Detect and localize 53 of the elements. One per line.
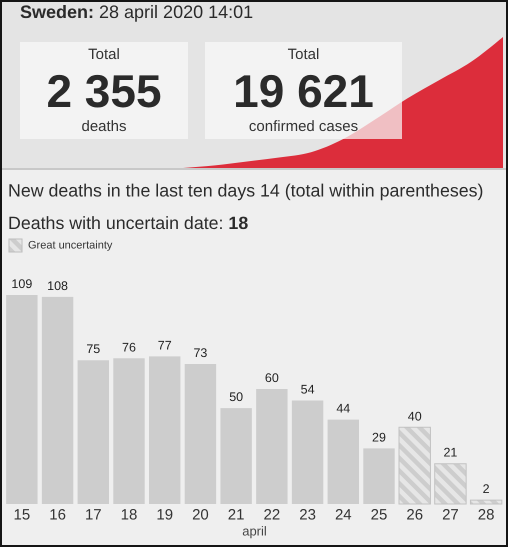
x-tick-label: 28 [478, 506, 494, 524]
annotation: confirmed cases [248, 118, 358, 135]
x-tick-label: 26 [406, 506, 424, 524]
text: Sweden: 28 april 2020 14:01 [20, 2, 254, 22]
data-label: 50 [229, 390, 244, 404]
bar [78, 360, 109, 504]
legend-label: Great uncertainty [28, 240, 113, 252]
annotation: Total [288, 46, 320, 63]
text: Total [88, 46, 120, 63]
bar [363, 448, 395, 504]
data-label: 2 [482, 482, 490, 496]
x-tick-label: 23 [299, 506, 316, 524]
x-tick-label: 25 [370, 506, 388, 524]
x-tick-label: 21 [228, 506, 244, 524]
data-label: 44 [336, 402, 350, 416]
bar [398, 426, 431, 504]
data-label: 77 [158, 338, 172, 352]
x-tick-label: 16 [49, 506, 66, 524]
x-axis-title: april [242, 524, 267, 538]
chart-title: New deaths in the last ten days 14 (total within parentheses) [8, 180, 484, 200]
bar [42, 296, 74, 504]
bar [149, 356, 180, 504]
data-label: 108 [47, 278, 68, 293]
x-tick-label: 27 [442, 506, 459, 524]
x-tick-label: 18 [120, 506, 138, 524]
x-tick-label: 19 [156, 506, 174, 524]
data-label: 73 [193, 346, 208, 360]
x-tick-label: 20 [192, 506, 209, 524]
bar [470, 500, 502, 504]
bar [184, 364, 216, 504]
x-tick-label: 24 [334, 506, 352, 524]
data-label: 40 [408, 409, 422, 424]
bar [220, 408, 252, 504]
bar [292, 400, 324, 504]
text: 2 355 [46, 65, 162, 117]
data-label: 21 [443, 446, 458, 460]
annotation: 19 621 [233, 65, 374, 117]
data-label: 76 [122, 340, 136, 354]
x-tick-label: 17 [84, 506, 102, 524]
bar [113, 358, 145, 504]
bar [6, 295, 38, 504]
data-label: 75 [86, 342, 100, 356]
bar [328, 420, 359, 504]
bar [434, 463, 467, 504]
data-label: 109 [11, 277, 32, 291]
chart-subtitle: Deaths with uncertain date: 18 [8, 213, 248, 234]
x-tick-label: 15 [14, 506, 30, 524]
x-tick-label: 22 [264, 506, 280, 524]
text: deaths [81, 118, 127, 135]
bar [256, 388, 288, 504]
data-label: 60 [264, 370, 279, 385]
data-label: 29 [372, 430, 386, 444]
data-label: 54 [300, 382, 315, 396]
